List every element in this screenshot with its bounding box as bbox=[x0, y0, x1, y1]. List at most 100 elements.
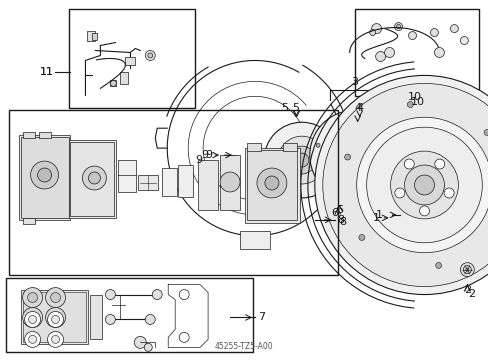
Circle shape bbox=[144, 343, 152, 351]
Circle shape bbox=[47, 311, 63, 328]
Bar bbox=[246, 143, 261, 151]
Circle shape bbox=[105, 289, 115, 300]
Text: 4: 4 bbox=[355, 103, 363, 113]
Circle shape bbox=[369, 163, 376, 170]
Circle shape bbox=[321, 169, 353, 201]
Text: 8: 8 bbox=[339, 217, 346, 227]
Text: 7: 7 bbox=[258, 312, 264, 323]
Circle shape bbox=[363, 181, 371, 189]
Circle shape bbox=[404, 165, 444, 205]
Circle shape bbox=[356, 117, 488, 253]
Circle shape bbox=[179, 332, 189, 342]
Circle shape bbox=[459, 37, 468, 45]
Bar bbox=[110, 80, 116, 86]
Bar bbox=[240, 231, 269, 249]
Circle shape bbox=[384, 48, 394, 58]
Circle shape bbox=[435, 262, 441, 269]
Circle shape bbox=[45, 288, 65, 307]
Circle shape bbox=[350, 130, 357, 137]
Bar bbox=[354, 9, 478, 96]
Bar bbox=[22, 292, 86, 342]
Circle shape bbox=[396, 24, 400, 28]
Circle shape bbox=[483, 130, 488, 135]
Text: 2: 2 bbox=[463, 284, 470, 294]
Circle shape bbox=[105, 315, 115, 324]
Circle shape bbox=[449, 24, 457, 32]
Bar bbox=[22, 218, 35, 224]
Bar bbox=[70, 142, 114, 216]
Circle shape bbox=[414, 175, 433, 195]
Circle shape bbox=[29, 336, 37, 343]
Circle shape bbox=[309, 110, 399, 200]
Circle shape bbox=[407, 102, 412, 108]
Circle shape bbox=[22, 288, 42, 307]
Text: 1: 1 bbox=[372, 213, 379, 223]
Circle shape bbox=[50, 293, 61, 302]
Text: 8: 8 bbox=[337, 215, 344, 225]
Circle shape bbox=[277, 136, 325, 184]
Circle shape bbox=[51, 315, 60, 323]
Circle shape bbox=[326, 127, 382, 183]
Polygon shape bbox=[168, 285, 208, 347]
Circle shape bbox=[331, 163, 339, 170]
Circle shape bbox=[336, 137, 372, 173]
Circle shape bbox=[47, 332, 63, 347]
Circle shape bbox=[145, 315, 155, 324]
Bar bbox=[138, 175, 158, 190]
Bar bbox=[220, 155, 240, 210]
Bar bbox=[120, 72, 128, 84]
Bar bbox=[244, 148, 299, 223]
Circle shape bbox=[344, 145, 364, 165]
Bar bbox=[92, 32, 97, 40]
Circle shape bbox=[82, 166, 106, 190]
Circle shape bbox=[51, 336, 60, 343]
Circle shape bbox=[342, 117, 346, 121]
Bar bbox=[246, 150, 296, 220]
Bar bbox=[90, 294, 102, 339]
Circle shape bbox=[294, 153, 308, 167]
Bar bbox=[125, 58, 135, 66]
Circle shape bbox=[362, 190, 366, 194]
Circle shape bbox=[50, 312, 61, 323]
Text: 10: 10 bbox=[409, 97, 424, 107]
Circle shape bbox=[27, 312, 38, 323]
Text: 5: 5 bbox=[281, 103, 288, 113]
Circle shape bbox=[371, 24, 381, 33]
Circle shape bbox=[443, 188, 453, 198]
Bar bbox=[20, 289, 88, 345]
Text: 6: 6 bbox=[330, 208, 338, 218]
Circle shape bbox=[24, 332, 41, 347]
Circle shape bbox=[27, 293, 38, 302]
Circle shape bbox=[22, 307, 42, 328]
Bar bbox=[6, 278, 252, 352]
Circle shape bbox=[366, 127, 481, 243]
Circle shape bbox=[369, 30, 375, 36]
Text: 9: 9 bbox=[195, 155, 202, 165]
Circle shape bbox=[369, 141, 376, 148]
Circle shape bbox=[45, 307, 65, 328]
Circle shape bbox=[404, 159, 413, 169]
Circle shape bbox=[38, 168, 51, 182]
Text: 1: 1 bbox=[375, 210, 382, 220]
Circle shape bbox=[24, 311, 41, 328]
Text: 11: 11 bbox=[40, 67, 53, 77]
Circle shape bbox=[322, 84, 488, 287]
Text: 10: 10 bbox=[407, 92, 421, 102]
Circle shape bbox=[434, 159, 444, 169]
Circle shape bbox=[407, 32, 416, 40]
Circle shape bbox=[333, 181, 341, 189]
Circle shape bbox=[375, 51, 385, 62]
Bar bbox=[19, 135, 70, 220]
Circle shape bbox=[134, 336, 146, 348]
Circle shape bbox=[315, 143, 320, 147]
Circle shape bbox=[264, 176, 278, 190]
Bar bbox=[39, 132, 50, 138]
Circle shape bbox=[152, 289, 162, 300]
Circle shape bbox=[325, 180, 329, 184]
Bar bbox=[118, 160, 136, 192]
Text: 6: 6 bbox=[336, 205, 343, 215]
Circle shape bbox=[358, 234, 364, 240]
Circle shape bbox=[287, 146, 315, 174]
Circle shape bbox=[459, 263, 473, 276]
Circle shape bbox=[465, 268, 468, 271]
